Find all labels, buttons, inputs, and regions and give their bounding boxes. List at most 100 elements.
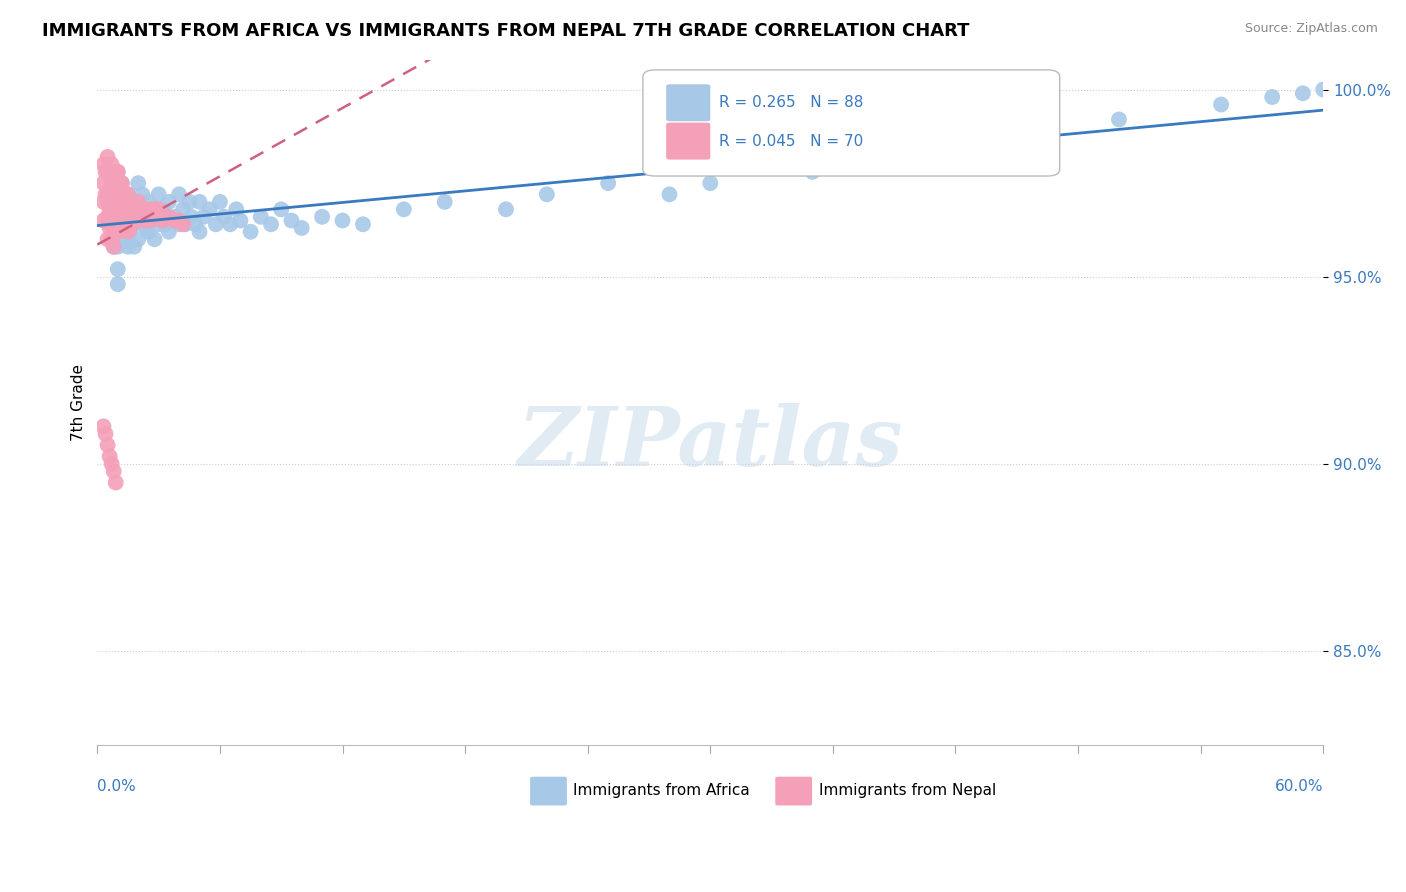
- Point: [141, 213, 163, 227]
- Point: [103, 464, 125, 478]
- Point: [103, 240, 125, 254]
- Point: [131, 217, 153, 231]
- Point: [229, 213, 252, 227]
- Point: [270, 202, 292, 217]
- Point: [122, 213, 145, 227]
- Point: [107, 225, 129, 239]
- Point: [167, 213, 190, 227]
- Point: [148, 217, 170, 231]
- Point: [135, 221, 157, 235]
- Point: [98, 165, 121, 179]
- Point: [103, 184, 125, 198]
- Point: [107, 165, 129, 179]
- Point: [98, 450, 121, 464]
- Point: [352, 217, 374, 231]
- Text: Immigrants from Africa: Immigrants from Africa: [574, 783, 749, 798]
- Text: R = 0.045   N = 70: R = 0.045 N = 70: [718, 134, 863, 149]
- Text: Immigrants from Nepal: Immigrants from Nepal: [820, 783, 997, 798]
- Point: [193, 210, 215, 224]
- Point: [94, 165, 117, 179]
- Point: [103, 202, 125, 217]
- Point: [862, 157, 884, 171]
- FancyBboxPatch shape: [643, 70, 1060, 176]
- Point: [208, 194, 231, 209]
- Point: [1292, 87, 1315, 101]
- Point: [117, 206, 139, 220]
- Point: [98, 221, 121, 235]
- Point: [103, 202, 125, 217]
- Point: [118, 194, 141, 209]
- Point: [172, 202, 194, 217]
- Point: [135, 213, 157, 227]
- Point: [157, 225, 180, 239]
- Point: [127, 232, 149, 246]
- Point: [118, 202, 141, 217]
- Point: [104, 176, 127, 190]
- Point: [100, 213, 122, 227]
- Point: [111, 176, 134, 190]
- Point: [115, 194, 138, 209]
- Point: [965, 138, 987, 153]
- Point: [127, 194, 149, 209]
- Point: [1312, 82, 1334, 96]
- Point: [699, 176, 721, 190]
- Point: [107, 165, 129, 179]
- Point: [121, 202, 143, 217]
- Point: [311, 210, 333, 224]
- Point: [107, 187, 129, 202]
- Point: [97, 438, 120, 452]
- Point: [100, 157, 122, 171]
- Point: [239, 225, 262, 239]
- Text: 60.0%: 60.0%: [1275, 779, 1323, 794]
- Point: [148, 202, 170, 217]
- Point: [392, 202, 415, 217]
- Point: [225, 202, 247, 217]
- Point: [118, 221, 141, 235]
- Point: [115, 213, 138, 227]
- FancyBboxPatch shape: [666, 122, 710, 160]
- Point: [94, 426, 117, 441]
- Point: [97, 213, 120, 227]
- Point: [107, 206, 129, 220]
- Point: [904, 150, 927, 164]
- Point: [156, 210, 179, 224]
- Point: [93, 157, 115, 171]
- Point: [167, 187, 190, 202]
- Point: [111, 232, 134, 246]
- Point: [117, 225, 139, 239]
- Point: [143, 232, 166, 246]
- Point: [167, 217, 190, 231]
- Point: [97, 165, 120, 179]
- Point: [163, 213, 186, 227]
- Point: [112, 206, 135, 220]
- Point: [103, 240, 125, 254]
- Point: [100, 176, 122, 190]
- Point: [163, 210, 186, 224]
- Point: [148, 187, 170, 202]
- Point: [127, 202, 149, 217]
- Point: [139, 213, 162, 227]
- FancyBboxPatch shape: [775, 777, 813, 805]
- Point: [174, 217, 197, 231]
- Point: [93, 176, 115, 190]
- Point: [172, 217, 194, 231]
- Point: [104, 225, 127, 239]
- Point: [97, 210, 120, 224]
- Point: [108, 176, 131, 190]
- Point: [104, 165, 127, 179]
- Point: [188, 225, 211, 239]
- Point: [219, 217, 242, 231]
- Point: [127, 213, 149, 227]
- Point: [127, 176, 149, 190]
- Point: [94, 187, 117, 202]
- Point: [103, 165, 125, 179]
- Point: [138, 202, 160, 217]
- Point: [118, 225, 141, 239]
- Point: [801, 165, 824, 179]
- Point: [184, 217, 207, 231]
- Point: [332, 213, 354, 227]
- Point: [188, 194, 211, 209]
- Point: [134, 210, 156, 224]
- Point: [117, 187, 139, 202]
- Point: [104, 206, 127, 220]
